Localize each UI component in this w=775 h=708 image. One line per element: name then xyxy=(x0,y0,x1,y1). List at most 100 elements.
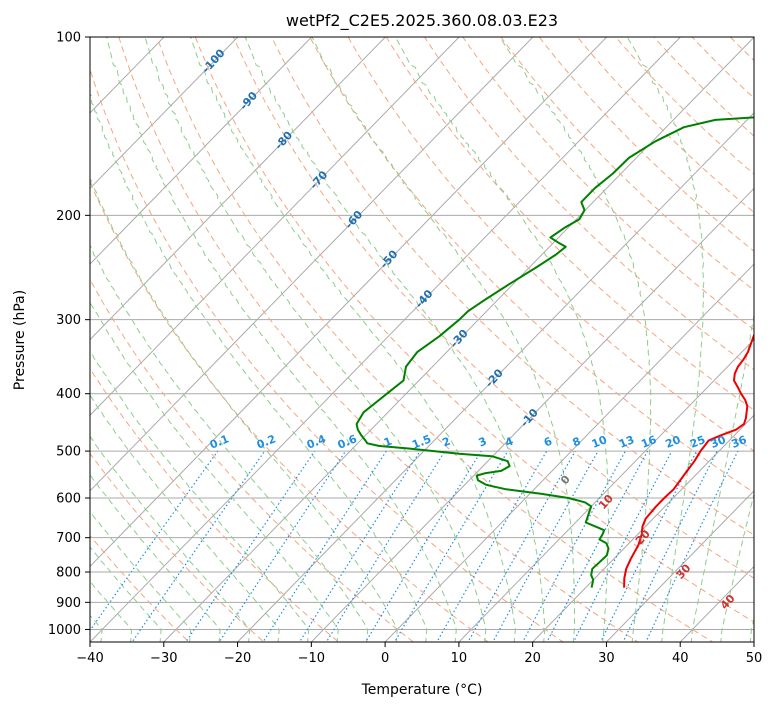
x-axis-label: Temperature (°C) xyxy=(361,682,483,698)
mixing-ratio-label: 1 xyxy=(382,435,394,450)
dry-adiabat-line xyxy=(90,67,564,642)
mixing-ratio-line xyxy=(622,450,718,642)
dry-adiabat-line xyxy=(500,37,754,291)
moist-adiabat-line xyxy=(90,394,280,642)
dry-adiabat-line xyxy=(90,180,490,642)
y-tick-label: 300 xyxy=(56,313,81,328)
mixing-ratio-label: 0.2 xyxy=(255,432,278,451)
x-tick-label: 50 xyxy=(746,651,763,666)
chart-title: wetPf2_C2E5.2025.360.08.03.E23 xyxy=(286,11,558,31)
moist-adiabat-line xyxy=(90,299,339,642)
y-tick-label: 900 xyxy=(56,596,81,611)
dry-adiabat-line xyxy=(156,37,714,642)
mixing-ratio-label: 20 xyxy=(663,433,682,451)
moist-adiabat-label: 40 xyxy=(718,592,738,612)
mixing-ratio-label: 36 xyxy=(729,433,748,451)
isotherm-line xyxy=(163,37,754,642)
moist-adiabat-line xyxy=(144,37,487,642)
dry-adiabat-line xyxy=(691,37,754,99)
mixing-ratio-label: 13 xyxy=(617,433,636,451)
y-tick-label: 500 xyxy=(56,445,81,460)
x-tick-label: −40 xyxy=(76,651,103,666)
mixing-ratio-label: 3 xyxy=(477,435,489,450)
isotherm-line xyxy=(531,414,754,642)
mixing-ratio-line xyxy=(393,450,509,642)
mixing-ratio-line xyxy=(522,450,626,642)
isotherm-line xyxy=(90,37,608,568)
x-tick-label: 10 xyxy=(451,651,468,666)
moist-adiabat-label: 0 xyxy=(558,473,573,488)
moist-adiabat-line xyxy=(90,177,398,642)
moist-adiabat-label: 20 xyxy=(633,527,653,547)
mixing-ratio-label: 6 xyxy=(542,434,554,449)
dry-adiabat-line xyxy=(423,37,754,371)
mixing-ratio-line xyxy=(546,450,649,642)
dry-adiabat-line xyxy=(90,452,265,642)
moist-adiabat-line xyxy=(90,510,192,642)
moist-adiabat-line xyxy=(90,350,310,642)
series-layer xyxy=(355,116,754,588)
isotherm-line xyxy=(310,187,754,642)
mixing-ratio-label: 0.1 xyxy=(208,432,231,451)
mixing-ratio-line xyxy=(645,450,739,642)
grid-layer xyxy=(90,26,775,654)
y-tick-label: 400 xyxy=(56,387,81,402)
mixing-ratio-line xyxy=(325,450,446,642)
mixing-ratio-line xyxy=(436,450,548,642)
mixing-ratio-label: 1.5 xyxy=(410,432,433,451)
dry-adiabat-line xyxy=(347,37,754,452)
isotherm-line xyxy=(90,37,534,492)
y-tick-label: 700 xyxy=(56,531,81,546)
y-tick-label: 600 xyxy=(56,492,81,507)
isotherm-line xyxy=(605,490,754,642)
isotherm-line xyxy=(90,37,239,190)
mixing-ratio-label: 2 xyxy=(440,435,452,450)
mixing-ratio-label: 16 xyxy=(639,433,658,451)
dry-adiabat-line xyxy=(194,37,754,623)
moist-adiabat-line xyxy=(720,491,754,642)
y-tick-label: 100 xyxy=(56,31,81,46)
mixing-ratio-label: 0.6 xyxy=(336,432,359,451)
moist-adiabat-line xyxy=(311,37,576,642)
y-axis-label: Pressure (hPa) xyxy=(12,290,28,390)
x-tick-label: −10 xyxy=(298,651,325,666)
mixing-ratio-line xyxy=(365,450,482,642)
dry-adiabat-line xyxy=(90,534,190,642)
moist-adiabat-line xyxy=(90,93,428,642)
moist-adiabat-line xyxy=(244,37,546,642)
plot-frame xyxy=(89,36,755,643)
dry-adiabat-line xyxy=(232,37,754,579)
dry-adiabat-line xyxy=(538,37,754,252)
x-tick-label: 20 xyxy=(524,651,541,666)
x-tick-label: −30 xyxy=(150,651,177,666)
moist-adiabat-line xyxy=(106,37,457,642)
mixing-ratio-label: 0.4 xyxy=(305,432,328,451)
moist-adiabat-line xyxy=(90,546,162,642)
mixing-ratio-label: 30 xyxy=(709,433,728,451)
moist-adiabat-line xyxy=(90,435,251,642)
mixing-ratio-label: 4 xyxy=(503,434,515,449)
mixing-ratio-line xyxy=(218,450,347,642)
isotherm-line xyxy=(458,338,754,642)
mixing-ratio-line xyxy=(492,450,599,642)
mixing-ratio-line xyxy=(90,450,219,632)
isotherm-line xyxy=(384,263,754,642)
mixing-ratio-label: 25 xyxy=(688,433,707,451)
x-tick-label: 30 xyxy=(598,651,615,666)
x-tick-label: 40 xyxy=(672,651,689,666)
x-tick-label: 0 xyxy=(381,651,389,666)
dry-adiabat-line xyxy=(757,26,775,654)
moist-adiabat-line xyxy=(90,245,369,642)
isotherm-line xyxy=(236,112,754,642)
moist-adiabat-line xyxy=(690,311,754,642)
isotherm-line xyxy=(90,37,682,642)
dry-adiabat-label: -30 xyxy=(448,327,471,351)
mixing-ratio-label: 10 xyxy=(590,433,609,451)
label-layer: -100-90-80-70-60-50-40-30-20-100.1 0.2 0.4… xyxy=(199,46,748,612)
mixing-ratio-line xyxy=(298,450,421,642)
y-tick-label: 1000 xyxy=(48,623,81,638)
x-tick-label: −20 xyxy=(224,651,251,666)
isotherm-line xyxy=(90,37,387,341)
moist-adiabat-line xyxy=(394,37,610,642)
